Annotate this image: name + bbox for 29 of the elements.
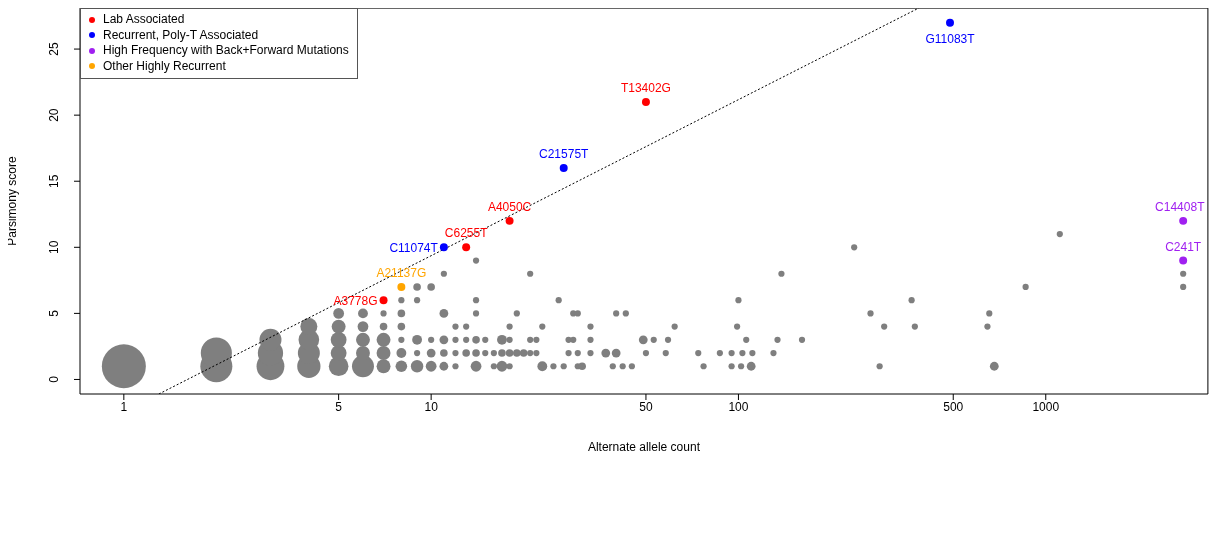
annotation: C6255T <box>444 226 489 241</box>
annotation: C21575T <box>539 147 590 162</box>
y-tick-label: 0 <box>47 375 61 383</box>
annotation: A4050C <box>487 199 532 214</box>
y-tick-label: 15 <box>47 174 61 188</box>
y-tick-label: 10 <box>47 240 61 254</box>
annotation: C11074T <box>389 241 439 256</box>
legend-label: Recurrent, Poly-T Associated <box>103 27 259 43</box>
annotation: A3778G <box>333 294 378 309</box>
y-tick-label: 25 <box>47 42 61 56</box>
x-tick-label: 100 <box>728 399 749 414</box>
x-tick-label: 10 <box>424 399 439 414</box>
annotation: A21137G <box>376 265 427 280</box>
x-tick-label: 5 <box>335 399 343 414</box>
x-tick-label: 1000 <box>1032 399 1060 414</box>
legend-label: High Frequency with Back+Forward Mutations <box>103 43 349 59</box>
x-tick-label: 50 <box>639 399 653 414</box>
x-tick-label: 500 <box>943 399 964 414</box>
x-axis-title: Alternate allele count <box>587 440 701 454</box>
annotation: C14408T <box>1155 199 1206 214</box>
x-tick-label: 1 <box>120 399 128 414</box>
legend-label: Other Highly Recurrent <box>103 58 226 74</box>
annotation: G11083T <box>925 31 976 46</box>
y-tick-label: 20 <box>47 108 61 122</box>
annotation: T13402G <box>620 80 671 95</box>
legend-label: Lab Associated <box>103 12 185 28</box>
y-axis-title: Parsimony score <box>5 156 20 246</box>
annotation: C241T <box>1165 239 1202 254</box>
y-tick-label: 5 <box>47 309 61 317</box>
